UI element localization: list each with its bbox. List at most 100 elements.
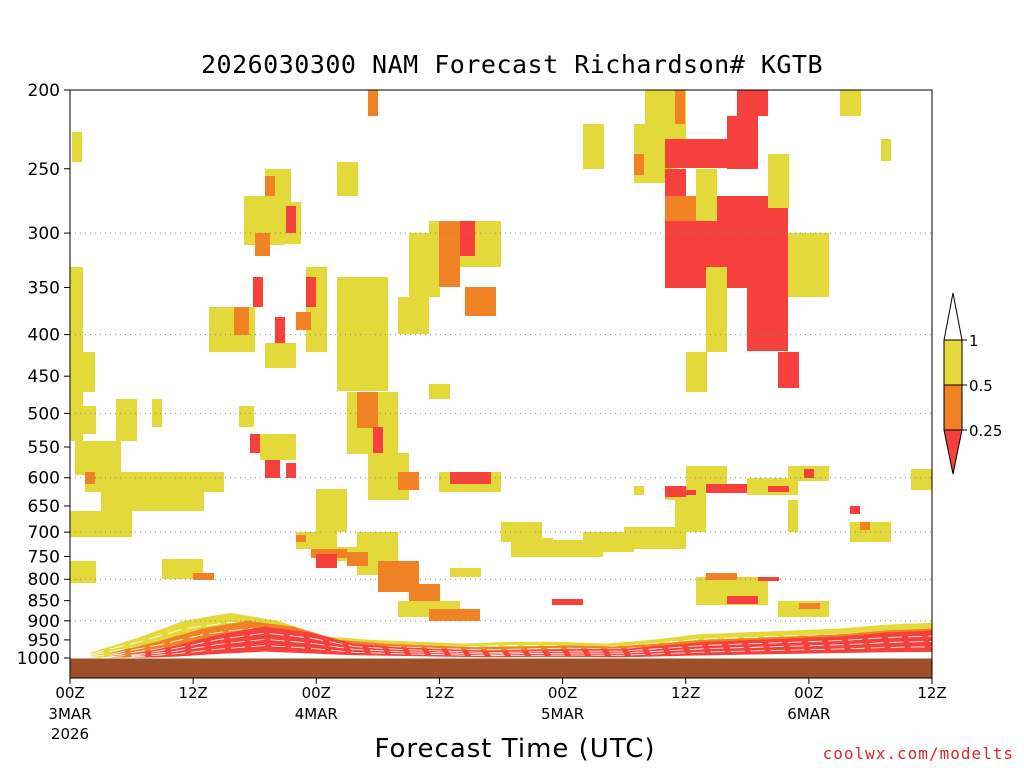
y-tick-label: 450	[28, 367, 60, 387]
region-high-4	[116, 399, 137, 441]
region-mid-18	[234, 307, 249, 335]
region-high-11	[162, 559, 203, 579]
region-low-103	[727, 596, 758, 604]
region-mid-35	[296, 535, 306, 542]
y-tick-label: 700	[28, 523, 60, 543]
region-high-85	[788, 233, 829, 297]
region-mid-106	[799, 603, 820, 609]
region-high-108	[450, 568, 481, 577]
x-tick-label: 00Z	[548, 684, 577, 702]
region-high-2	[75, 406, 96, 434]
surface-striation	[90, 621, 933, 655]
y-tick-label: 750	[28, 547, 60, 567]
y-tick-label: 1000	[17, 649, 60, 669]
region-low-76	[665, 169, 686, 196]
plot-area	[70, 90, 933, 678]
region-high-64	[583, 532, 634, 552]
region-high-59	[429, 384, 450, 399]
ground-fill	[70, 658, 932, 678]
legend-arrow-bottom	[943, 429, 963, 475]
region-high-9	[101, 492, 204, 511]
legend-swatch-1	[943, 384, 963, 431]
axes: 200 250 300 350 400 450 500 550 600 650 700 750 8008…	[17, 81, 947, 743]
x-tick-label: 12Z	[178, 684, 207, 702]
x-tick-label: 12Z	[425, 684, 454, 702]
region-high-1	[80, 352, 95, 392]
region-mid-75	[675, 90, 685, 124]
region-mid-72	[634, 154, 644, 175]
y-tick-label: 950	[28, 631, 60, 651]
region-mid-98	[860, 522, 870, 530]
x-tick-label: 00Z	[55, 684, 84, 702]
region-high-10	[70, 511, 132, 537]
y-tick-label: 300	[28, 224, 60, 244]
region-high-66	[675, 500, 706, 532]
region-low-80	[737, 90, 768, 116]
region-low-19	[275, 317, 285, 344]
region-high-89	[881, 139, 891, 161]
region-high-86	[706, 267, 727, 352]
region-high-99	[911, 469, 932, 490]
region-mid-78	[665, 196, 696, 221]
region-high-34	[296, 532, 337, 549]
legend-label: 0.25	[969, 422, 1002, 440]
region-mid-42	[409, 584, 440, 605]
y-tick-label: 500	[28, 404, 60, 424]
region-high-62	[501, 522, 542, 542]
region-mid-32	[296, 312, 311, 330]
region-high-5	[152, 399, 162, 427]
region-high-58	[398, 297, 429, 334]
x-tick-label: 12Z	[671, 684, 700, 702]
legend-label: 1	[969, 332, 979, 350]
chart-title: 2026030300 NAM Forecast Richardson# KGTB	[200, 50, 824, 79]
region-mid-27	[265, 176, 275, 196]
region-low-100	[850, 506, 860, 514]
region-low-24	[265, 460, 280, 478]
region-low-91	[706, 484, 747, 493]
region-low-84	[778, 352, 799, 388]
y-tick-label: 550	[28, 438, 60, 458]
region-mid-55	[439, 221, 460, 287]
region-mid-102	[706, 573, 737, 580]
region-low-56	[460, 221, 475, 256]
region-high-87	[686, 352, 707, 392]
region-high-82	[768, 154, 789, 208]
y-tick-label: 650	[28, 497, 60, 517]
region-mid-37	[311, 549, 347, 558]
region-low-104	[758, 577, 779, 581]
region-low-48	[373, 427, 383, 453]
region-high-3	[72, 132, 82, 162]
region-low-29	[286, 206, 296, 233]
region-mid-50	[398, 472, 419, 490]
region-high-33	[316, 489, 347, 532]
region-low-83	[747, 287, 788, 351]
region-high-6	[75, 441, 121, 475]
region-low-107	[552, 599, 583, 605]
region-mid-12	[193, 573, 214, 580]
region-mid-15	[255, 233, 270, 256]
x-axis-label: Forecast Time (UTC)	[374, 734, 656, 764]
region-high-20	[265, 343, 296, 368]
x-tick-date: 3MAR	[48, 705, 91, 723]
y-tick-label: 600	[28, 469, 60, 489]
region-high-23	[260, 434, 296, 460]
surface-striation	[131, 632, 933, 656]
region-low-25	[286, 463, 296, 478]
region-low-38	[316, 554, 337, 568]
x-tick-label: 00Z	[794, 684, 823, 702]
y-tick-label: 900	[28, 612, 60, 632]
x-tick-date: 6MAR	[787, 705, 830, 723]
region-mid-40	[347, 552, 368, 566]
surface-striation	[131, 638, 933, 657]
region-high-110	[634, 486, 644, 495]
region-high-0	[70, 267, 83, 441]
region-high-79	[696, 169, 717, 221]
region-mid-44	[429, 609, 480, 621]
y-tick-label: 200	[28, 81, 60, 101]
region-low-68	[665, 486, 686, 497]
legend-arrow-top	[943, 292, 963, 341]
region-mid-52	[368, 90, 378, 116]
x-tick-label: 12Z	[917, 684, 946, 702]
x-tick-label: 00Z	[302, 684, 331, 702]
